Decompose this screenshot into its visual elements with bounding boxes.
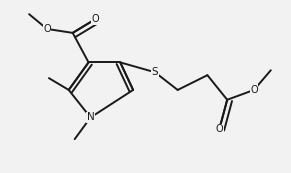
Text: S: S: [152, 67, 158, 77]
Text: O: O: [43, 24, 51, 34]
Text: N: N: [87, 112, 94, 122]
Text: O: O: [92, 14, 99, 24]
Text: O: O: [250, 85, 258, 95]
Text: O: O: [215, 124, 223, 134]
